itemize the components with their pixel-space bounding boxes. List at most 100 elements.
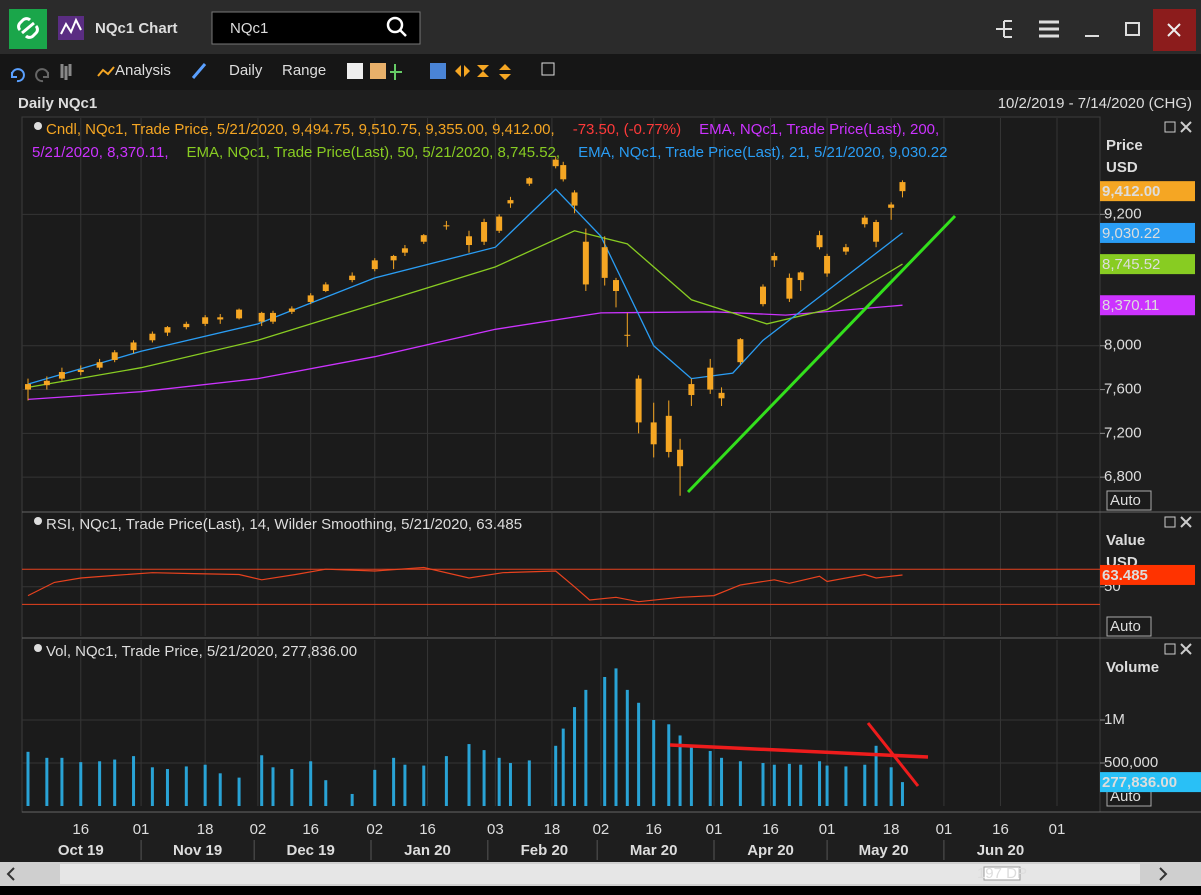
y-tick-label: 7,600 [1104, 381, 1142, 398]
value-tag-label: 9,030.22 [1102, 225, 1160, 242]
analysis-icon [97, 66, 115, 77]
tool-icon[interactable] [370, 63, 386, 79]
panel-button[interactable] [1164, 643, 1176, 655]
month-label: Dec 19 [287, 842, 335, 859]
volume-bar [900, 782, 904, 806]
value-tag-label: 277,836.00 [1102, 774, 1177, 791]
y-axis-title: Volume [1106, 659, 1159, 676]
volume-bar [260, 755, 264, 806]
tool-icon[interactable] [541, 62, 555, 76]
maximize-button[interactable] [1125, 22, 1140, 36]
x-tick-label: 02 [366, 821, 383, 838]
volume-bar [825, 765, 829, 806]
panel-button[interactable] [1164, 121, 1176, 133]
candle-body [349, 275, 356, 281]
month-label: Mar 20 [630, 842, 678, 859]
volume-bar [625, 689, 629, 806]
value-tag [1100, 181, 1195, 202]
candle-body [258, 312, 265, 322]
points-box [983, 866, 1021, 881]
volume-bar [79, 762, 83, 806]
x-tick-label: 16 [302, 821, 319, 838]
volume-bar [150, 767, 154, 806]
volume-bar [203, 764, 207, 806]
points-count: 197 DP [977, 865, 1027, 882]
plot-frame [21, 116, 1101, 813]
y-tick-label: 500,000 [1104, 754, 1158, 771]
candle-body [650, 422, 657, 445]
volume-bar [26, 751, 30, 806]
volume-bar [889, 767, 893, 806]
chart-header-range: 10/2/2019 - 7/14/2020 (CHG) [998, 95, 1192, 112]
value-tag [1100, 564, 1195, 585]
candle-body [371, 260, 378, 270]
value-tag-label: 8,370.11 [1102, 297, 1159, 314]
scroll-thumb[interactable] [60, 864, 1140, 884]
tool-icon[interactable] [390, 64, 402, 80]
volume-bar [761, 762, 765, 806]
y-axis-unit: USD [1106, 159, 1138, 176]
candle-body [77, 369, 84, 373]
volume-bar [132, 756, 136, 806]
window-title: NQc1 Chart [95, 20, 178, 37]
x-tick-label: 01 [1049, 821, 1066, 838]
scale-mode: Auto [1110, 492, 1141, 509]
ema-line [27, 230, 903, 389]
candle-body [816, 235, 823, 248]
tool-icon[interactable] [347, 63, 363, 79]
x-tick-label: 01 [936, 821, 953, 838]
link-icon [17, 17, 39, 39]
chart-style-button[interactable] [60, 64, 72, 80]
volume-bar [708, 750, 712, 806]
scale-button[interactable] [1106, 616, 1152, 637]
draw-tool[interactable] [191, 63, 207, 79]
candle-body [737, 339, 744, 363]
rsi-line [27, 566, 903, 603]
candle-body [496, 216, 503, 231]
volume-bar [554, 745, 558, 806]
search-icon-handle [399, 29, 407, 37]
search-icon[interactable] [386, 16, 404, 34]
undo-button[interactable] [10, 68, 25, 83]
y-tick-label: 8,000 [1104, 337, 1142, 354]
analysis-menu[interactable]: Analysis [115, 62, 171, 79]
volume-bar [45, 757, 49, 806]
volume-bar [113, 759, 117, 806]
search-box[interactable] [211, 11, 421, 45]
tree-icon[interactable] [996, 20, 1012, 38]
panel-button[interactable] [1164, 516, 1176, 528]
x-tick-label: 01 [706, 821, 723, 838]
legend-entry: Cndl, NQc1, Trade Price, 5/21/2020, 9,49… [46, 121, 555, 138]
candle-body [420, 235, 427, 242]
value-tag-label: 63.485 [1102, 567, 1148, 584]
candle-body [288, 308, 295, 312]
candle-body [526, 178, 533, 184]
candle-body [718, 392, 725, 399]
candle-body [688, 384, 695, 396]
range-menu[interactable]: Range [282, 62, 326, 79]
candle-body [613, 280, 619, 292]
panel-close[interactable] [1180, 643, 1192, 655]
tool-icon[interactable] [430, 63, 446, 79]
candle-body [164, 327, 171, 333]
scroll-arrows[interactable] [6, 867, 1168, 881]
volume-bar [818, 761, 822, 806]
candle-body [507, 200, 514, 204]
legend-line: 5/21/2020, 8,370.11, EMA, NQc1, Trade Pri… [32, 144, 947, 161]
month-label: Jun 20 [977, 842, 1025, 859]
x-tick-label: 16 [762, 821, 779, 838]
candle-body [552, 159, 559, 167]
menu-icon[interactable] [1039, 20, 1059, 38]
interval-menu[interactable]: Daily [229, 62, 263, 79]
scale-button[interactable] [1106, 490, 1152, 511]
volume-bar [573, 707, 577, 806]
legend-entry: RSI, NQc1, Trade Price(Last), 14, Wilder… [46, 516, 522, 533]
search-text: NQc1 [230, 20, 268, 37]
panel-close[interactable] [1180, 121, 1192, 133]
candle-body [560, 165, 567, 180]
zoom-tools[interactable] [455, 64, 511, 80]
redo-button[interactable] [35, 68, 50, 83]
panel-close[interactable] [1180, 516, 1192, 528]
x-tick-label: 16 [645, 821, 662, 838]
